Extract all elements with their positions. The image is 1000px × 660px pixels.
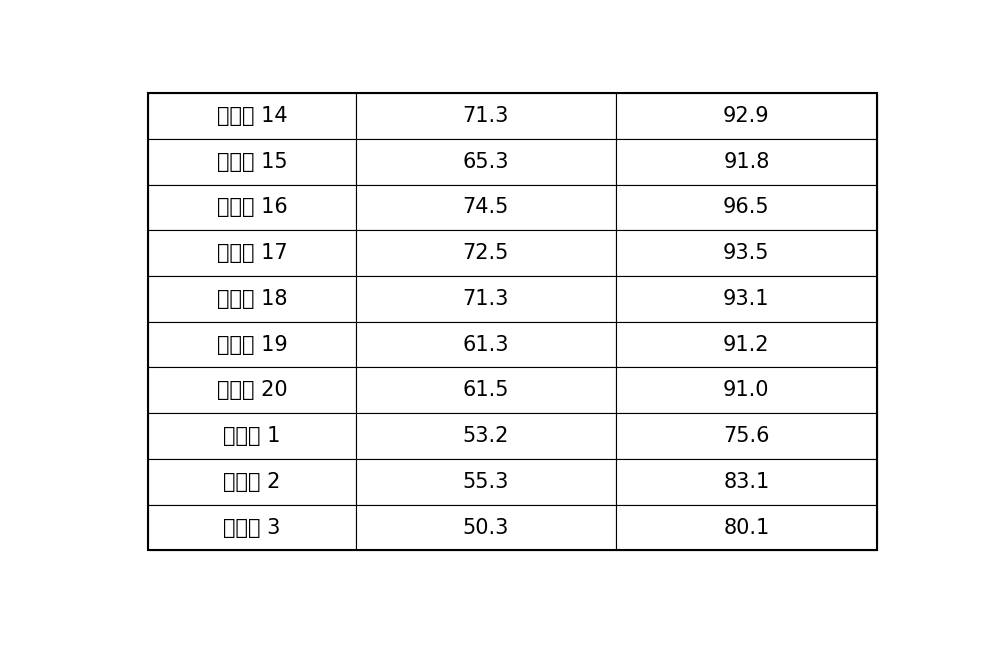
Bar [356,413,616,459]
Text: 91.2: 91.2 [723,335,770,354]
Bar [148,93,356,139]
Text: 实施例 18: 实施例 18 [217,289,287,309]
Bar [148,139,356,185]
Bar [356,505,616,550]
Text: 55.3: 55.3 [463,472,509,492]
Text: 实施例 15: 实施例 15 [217,152,287,172]
Bar [616,276,877,322]
Bar [616,413,877,459]
Text: 65.3: 65.3 [463,152,509,172]
Text: 91.0: 91.0 [723,380,770,401]
Text: 实施例 14: 实施例 14 [217,106,287,126]
Bar [356,322,616,368]
Text: 50.3: 50.3 [463,517,509,538]
Text: 对比例 3: 对比例 3 [223,517,281,538]
Bar [356,276,616,322]
Bar [356,368,616,413]
Text: 91.8: 91.8 [723,152,770,172]
Text: 71.3: 71.3 [463,289,509,309]
Text: 75.6: 75.6 [723,426,770,446]
Bar [356,139,616,185]
Bar [616,368,877,413]
Bar [148,185,356,230]
Bar [616,230,877,276]
Text: 实施例 17: 实施例 17 [217,243,287,263]
Bar [148,276,356,322]
Bar [616,93,877,139]
Text: 71.3: 71.3 [463,106,509,126]
Text: 93.1: 93.1 [723,289,770,309]
Bar [148,230,356,276]
Text: 83.1: 83.1 [723,472,769,492]
Text: 实施例 20: 实施例 20 [217,380,287,401]
Bar [356,230,616,276]
Text: 93.5: 93.5 [723,243,770,263]
Bar [356,93,616,139]
Bar [616,505,877,550]
Bar [148,505,356,550]
Bar [148,322,356,368]
Text: 对比例 2: 对比例 2 [223,472,281,492]
Bar [148,413,356,459]
Text: 74.5: 74.5 [463,197,509,217]
Text: 72.5: 72.5 [463,243,509,263]
Bar [616,322,877,368]
Bar [356,185,616,230]
Text: 80.1: 80.1 [723,517,769,538]
Text: 96.5: 96.5 [723,197,770,217]
Bar [148,368,356,413]
Text: 92.9: 92.9 [723,106,770,126]
Text: 61.3: 61.3 [463,335,509,354]
Text: 对比例 1: 对比例 1 [223,426,281,446]
Bar [616,139,877,185]
Bar [148,459,356,505]
Text: 实施例 16: 实施例 16 [217,197,287,217]
Text: 61.5: 61.5 [463,380,509,401]
Bar [616,459,877,505]
Bar [356,459,616,505]
Bar [616,185,877,230]
Text: 实施例 19: 实施例 19 [217,335,287,354]
Text: 53.2: 53.2 [463,426,509,446]
